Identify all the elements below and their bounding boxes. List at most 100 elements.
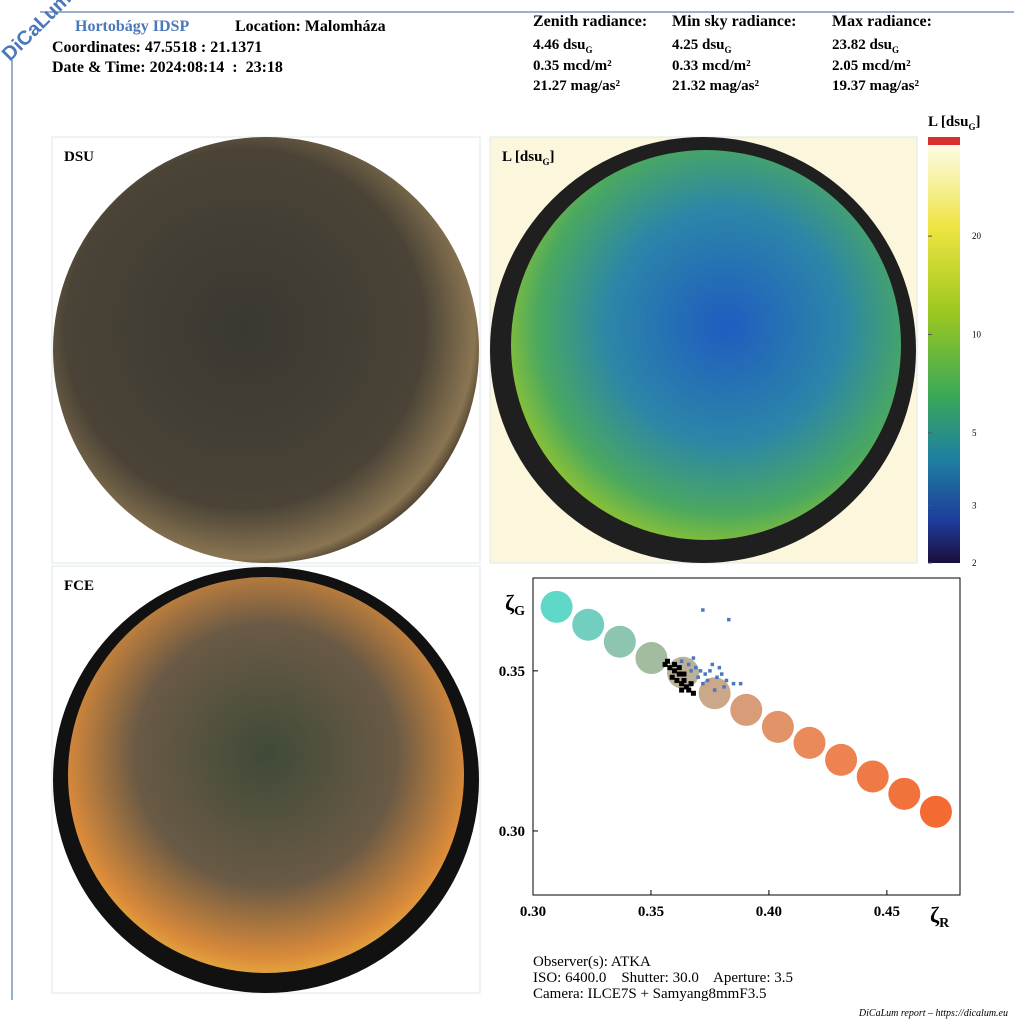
radiance-title: Min sky radiance: bbox=[672, 13, 796, 30]
radiance-mcd: 0.35 mcd/m² bbox=[533, 58, 612, 74]
data-point bbox=[698, 669, 703, 673]
data-point bbox=[715, 675, 719, 680]
reference-point bbox=[888, 777, 921, 810]
reference-point bbox=[761, 710, 794, 743]
reference-point bbox=[730, 693, 763, 726]
colorbar-cap bbox=[928, 137, 960, 145]
radiance-dsu: 23.82 dsuG bbox=[832, 37, 899, 55]
data-point bbox=[710, 662, 715, 667]
unit-sub: G bbox=[725, 45, 732, 55]
tick-label: 10 bbox=[972, 330, 982, 340]
reference-point bbox=[635, 642, 668, 675]
location: Location: Malomháza bbox=[235, 18, 386, 35]
data-point bbox=[679, 681, 685, 687]
unit-sub: G bbox=[892, 45, 899, 55]
title-part: L [dsu bbox=[928, 114, 968, 130]
tick-label: 5 bbox=[972, 428, 977, 438]
site: Hortobágy IDSP bbox=[75, 18, 189, 35]
label-sub: R bbox=[939, 916, 950, 931]
data-point bbox=[672, 668, 678, 674]
settings: ISO: 6400.0 Shutter: 30.0 Aperture: 3.5 bbox=[533, 970, 793, 986]
data-point bbox=[686, 662, 691, 667]
reference-point bbox=[919, 795, 952, 828]
radiance-mag: 19.37 mag/as² bbox=[832, 78, 920, 94]
data-point bbox=[705, 678, 710, 683]
label-part: ] bbox=[549, 149, 554, 165]
data-point bbox=[727, 617, 731, 622]
data-point bbox=[701, 681, 705, 686]
data-point bbox=[669, 674, 675, 680]
value: 4.25 dsu bbox=[672, 37, 725, 53]
label-part: ζ bbox=[930, 902, 940, 927]
x-tick-label: 0.40 bbox=[756, 904, 782, 920]
data-point bbox=[712, 688, 717, 692]
radiance-mcd: 2.05 mcd/m² bbox=[832, 58, 911, 74]
unit-sub: G bbox=[586, 45, 593, 55]
data-point bbox=[662, 661, 668, 667]
data-point bbox=[676, 665, 682, 671]
data-point bbox=[724, 678, 729, 683]
title-part: ] bbox=[975, 114, 980, 130]
data-point bbox=[717, 665, 722, 670]
data-point bbox=[674, 677, 680, 683]
x-tick-label: 0.35 bbox=[638, 904, 664, 920]
data-point bbox=[672, 661, 678, 667]
radiance-table: Zenith radiance: 4.46 dsuG 0.35 mcd/m² 21.2… bbox=[533, 13, 932, 94]
colorbar bbox=[928, 145, 960, 563]
colorbar-title: L [dsuG] bbox=[928, 114, 980, 132]
panel-label: FCE bbox=[64, 578, 94, 594]
radiance-mag: 21.32 mag/as² bbox=[672, 78, 760, 94]
data-point bbox=[679, 659, 684, 664]
data-point bbox=[688, 681, 694, 687]
reference-point bbox=[793, 726, 826, 759]
panel-label: L [dsuG] bbox=[502, 149, 554, 167]
tick-label: 2 bbox=[972, 558, 977, 568]
data-point bbox=[691, 656, 696, 660]
value: 23.82 dsu bbox=[832, 37, 892, 53]
data-point bbox=[696, 675, 700, 680]
reference-point bbox=[603, 625, 636, 658]
datetime: Date & Time: 2024:08:14 : 23:18 bbox=[52, 59, 283, 76]
tick-label: 20 bbox=[972, 231, 982, 241]
observer: Observer(s): ATKA bbox=[533, 954, 651, 970]
credit: DiCaLum report – https://dicalum.eu bbox=[858, 1008, 1008, 1019]
radiance-mcd: 0.33 mcd/m² bbox=[672, 58, 751, 74]
data-point bbox=[681, 671, 687, 677]
y-axis-label: ζG bbox=[505, 590, 525, 619]
y-tick-label: 0.30 bbox=[499, 824, 525, 840]
data-point bbox=[679, 687, 685, 693]
data-point bbox=[667, 665, 673, 671]
dsu-image bbox=[53, 137, 479, 563]
data-point bbox=[701, 608, 705, 612]
data-point bbox=[689, 669, 693, 673]
camera: Camera: ILCE7S + Samyang8mmF3.5 bbox=[533, 986, 766, 1002]
data-point bbox=[694, 665, 698, 670]
label-sub: G bbox=[514, 604, 525, 619]
coordinates: Coordinates: 47.5518 : 21.1371 bbox=[52, 39, 262, 56]
radiance-mag: 21.27 mag/as² bbox=[533, 78, 621, 94]
data-point bbox=[683, 684, 689, 690]
panel-label: DSU bbox=[64, 149, 94, 165]
data-point bbox=[719, 672, 724, 676]
lmap-image bbox=[511, 150, 901, 540]
data-point bbox=[686, 687, 692, 693]
data-point bbox=[722, 685, 726, 689]
radiance-title: Zenith radiance: bbox=[533, 13, 647, 30]
reference-point bbox=[825, 743, 858, 776]
reference-point bbox=[856, 760, 889, 793]
x-tick-label: 0.30 bbox=[520, 904, 546, 920]
data-point bbox=[731, 681, 736, 686]
x-tick-label: 0.45 bbox=[874, 904, 900, 920]
radiance-dsu: 4.25 dsuG bbox=[672, 37, 732, 55]
label-sub: G bbox=[542, 157, 549, 167]
radiance-title: Max radiance: bbox=[832, 13, 932, 30]
label-part: L [dsu bbox=[502, 149, 542, 165]
tick-label: 3 bbox=[972, 500, 977, 510]
data-point bbox=[664, 658, 670, 664]
data-point bbox=[681, 677, 687, 683]
title-sub: G bbox=[968, 122, 975, 132]
radiance-dsu: 4.46 dsuG bbox=[533, 37, 593, 55]
data-point bbox=[690, 690, 696, 696]
